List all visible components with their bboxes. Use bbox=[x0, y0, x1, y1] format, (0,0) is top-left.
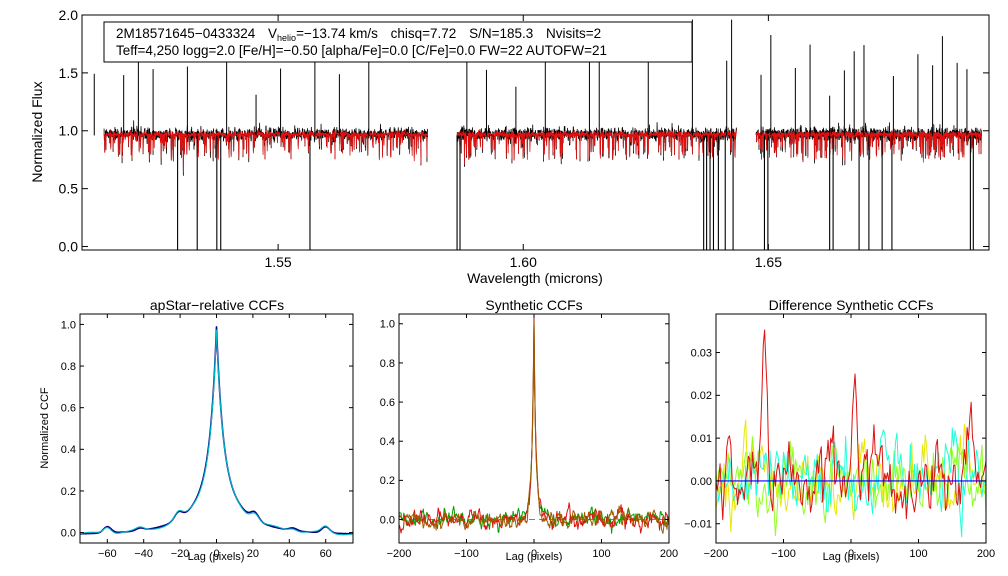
difference-ccf-panel: Difference Synthetic CCFs −200 −100 0 100 20… bbox=[684, 297, 995, 563]
apstar-xtick-label: −60 bbox=[98, 548, 117, 560]
star-id: 2M18571645−0433324 bbox=[116, 26, 256, 41]
vhelio-subscript: helio bbox=[277, 33, 296, 43]
spectrum-ytick-label: 1.5 bbox=[59, 65, 79, 81]
spectrum-xlabel: Wavelength (microns) bbox=[467, 270, 603, 286]
difference-ytick-label: −0.01 bbox=[684, 519, 712, 531]
apstar-ytick-label: 0.8 bbox=[61, 361, 76, 373]
apstar-ytick-label: 0.4 bbox=[61, 444, 76, 456]
apstar-ytick-label: 1.0 bbox=[61, 319, 76, 331]
synthetic-xtick-label: 0 bbox=[531, 548, 537, 560]
spectrum-xtick-label: 1.60 bbox=[510, 254, 537, 270]
apstar-xtick-label: −20 bbox=[171, 548, 190, 560]
synthetic-xtick-label: 100 bbox=[592, 548, 610, 560]
spectrum-frame bbox=[81, 14, 990, 251]
synthetic-ytick-label: 0.2 bbox=[380, 475, 395, 487]
synthetic-ytick-label: 0.0 bbox=[380, 514, 395, 526]
apstar-title: apStar−relative CCFs bbox=[150, 297, 284, 313]
difference-ytick-label: 0.03 bbox=[691, 347, 712, 359]
difference-ytick-label: 0.00 bbox=[691, 476, 712, 488]
synthetic-xtick-label: −200 bbox=[387, 548, 412, 560]
spectrum-ticks: 1.55 1.60 1.65 0.0 0.5 1.0 1.5 2.0 bbox=[59, 7, 989, 270]
apstar-ylabel: Normalized CCF bbox=[39, 387, 51, 469]
synthetic-ticks: −200 −100 0 100 200 0.0 0.2 0.4 0.6 0.8 1.0 bbox=[380, 314, 678, 560]
synthetic-xtick-label: 200 bbox=[660, 548, 678, 560]
difference-series-diff-yellow bbox=[716, 419, 986, 533]
difference-xlabel: Lag (pixels) bbox=[823, 551, 880, 563]
synthetic-ccf-panel: Synthetic CCFs −200 −100 0 100 200 0.0 0.2 0.4 0… bbox=[380, 297, 678, 563]
apstar-xtick-label: −40 bbox=[134, 548, 153, 560]
difference-plot-area bbox=[716, 329, 986, 538]
synthetic-xtick-label: −100 bbox=[454, 548, 479, 560]
spectrum-ylabel: Normalized Flux bbox=[29, 81, 45, 182]
spectrum-info-box: 2M18571645−0433324 Vhelio=−13.74 km/s ch… bbox=[103, 21, 693, 63]
info-line-1: 2M18571645−0433324 Vhelio=−13.74 km/s ch… bbox=[116, 26, 601, 43]
spectrum-ytick-label: 1.0 bbox=[59, 123, 79, 139]
apstar-ytick-label: 0.6 bbox=[61, 403, 76, 415]
apstar-xtick-label: 0 bbox=[213, 548, 219, 560]
vhelio-value: =−13.74 km/s bbox=[296, 26, 378, 41]
spectrum-xtick-label: 1.55 bbox=[264, 254, 291, 270]
apstar-xtick-label: 20 bbox=[247, 548, 259, 560]
apstar-ytick-label: 0.0 bbox=[61, 527, 76, 539]
apstar-series-visit-2 bbox=[79, 329, 354, 536]
apstar-xtick-label: 40 bbox=[283, 548, 295, 560]
synthetic-ytick-label: 0.4 bbox=[380, 436, 395, 448]
difference-ticks: −200 −100 0 100 200 −0.01 0.00 0.01 0.02 0.03 bbox=[684, 314, 995, 560]
difference-series-diff-aqua bbox=[716, 427, 986, 538]
apstar-series-visit-1 bbox=[79, 326, 354, 535]
snr-value: S/N=185.3 bbox=[469, 26, 533, 41]
info-box-frame bbox=[103, 21, 693, 63]
spectrum-series-model bbox=[103, 129, 429, 173]
apstar-ytick-label: 0.2 bbox=[61, 486, 76, 498]
spectrum-ytick-label: 0.0 bbox=[59, 238, 79, 254]
vhelio-symbol: V bbox=[268, 26, 277, 41]
spectrum-series-model bbox=[456, 129, 737, 165]
nvisits-value: Nvisits=2 bbox=[546, 26, 601, 41]
synthetic-xlabel: Lag (pixels) bbox=[506, 551, 563, 563]
difference-xtick-label: −100 bbox=[771, 548, 796, 560]
synthetic-ytick-label: 1.0 bbox=[380, 319, 395, 331]
difference-traces bbox=[716, 329, 986, 538]
info-line-2: Teff=4,250 logg=2.0 [Fe/H]=−0.50 [alpha/… bbox=[116, 43, 607, 58]
spectrum-ytick-label: 2.0 bbox=[59, 7, 79, 23]
apstar-frame bbox=[79, 313, 354, 544]
apstar-plot-area bbox=[79, 326, 354, 536]
chisq-value: chisq=7.72 bbox=[391, 26, 457, 41]
synthetic-plot-area bbox=[398, 315, 670, 534]
difference-xtick-label: 100 bbox=[909, 548, 927, 560]
spectrum-series-observed bbox=[456, 122, 737, 168]
difference-xtick-label: 0 bbox=[848, 548, 854, 560]
synthetic-ytick-label: 0.8 bbox=[380, 358, 395, 370]
spectrum-xtick-label: 1.65 bbox=[755, 254, 782, 270]
synthetic-title: Synthetic CCFs bbox=[485, 297, 582, 313]
difference-title: Difference Synthetic CCFs bbox=[769, 297, 934, 313]
difference-ytick-label: 0.01 bbox=[691, 433, 712, 445]
difference-xtick-label: 200 bbox=[977, 548, 995, 560]
apstar-ccf-panel: apStar−relative CCFs −60 −40 −20 0 20 40 60 0.0… bbox=[39, 297, 354, 563]
difference-series-diff-red bbox=[716, 329, 986, 521]
spectrum-panel: 1.55 1.60 1.65 0.0 0.5 1.0 1.5 2.0 2M18571645−0… bbox=[29, 7, 990, 286]
apstar-ticks: −60 −40 −20 0 20 40 60 0.0 0.2 0.4 0.6 0.8 1.0 bbox=[61, 314, 353, 560]
synthetic-ytick-label: 0.6 bbox=[380, 397, 395, 409]
synthetic-series-combined bbox=[398, 321, 670, 534]
apstar-xtick-label: 60 bbox=[320, 548, 332, 560]
apstar-xlabel: Lag (pixels) bbox=[188, 551, 245, 563]
difference-xtick-label: −200 bbox=[704, 548, 729, 560]
difference-ytick-label: 0.02 bbox=[691, 390, 712, 402]
spectrum-ytick-label: 0.5 bbox=[59, 181, 79, 197]
